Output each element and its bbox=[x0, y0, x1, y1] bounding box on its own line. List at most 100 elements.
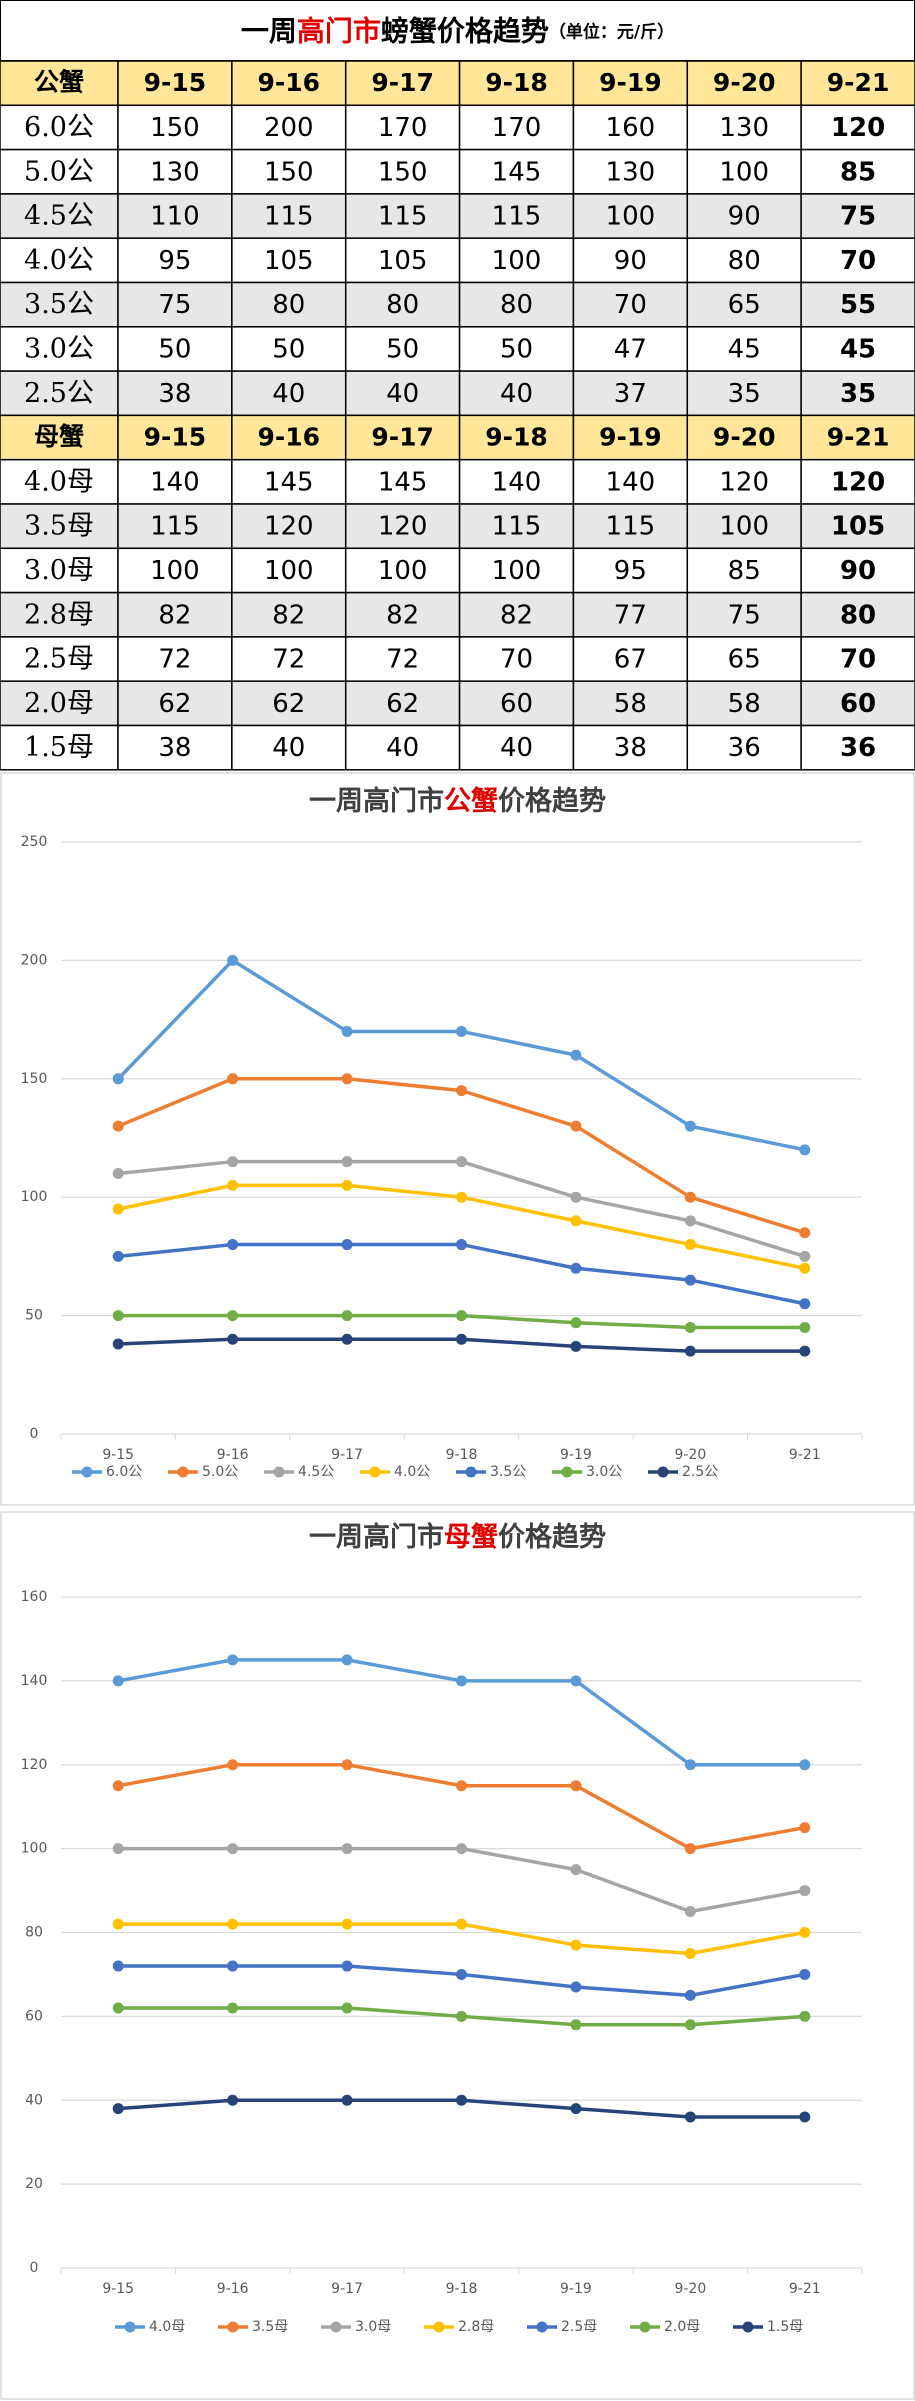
data-point bbox=[799, 1250, 811, 1262]
legend-label: 4.0公 bbox=[394, 1464, 430, 1480]
cell-text: 200 bbox=[264, 113, 314, 143]
cell-bg bbox=[117, 547, 233, 594]
data-point bbox=[799, 1298, 811, 1310]
data-point bbox=[799, 1345, 811, 1357]
cell-bg bbox=[231, 326, 347, 372]
x-tick-label: 9-20 bbox=[674, 2281, 706, 2297]
header-text: 9-15 bbox=[144, 423, 207, 452]
cell-bg bbox=[117, 636, 233, 682]
cell-bg bbox=[572, 547, 689, 594]
cell-text: 40 bbox=[272, 733, 305, 763]
cell-bg bbox=[117, 724, 233, 771]
cell-bg bbox=[231, 724, 347, 771]
cell-text: 75 bbox=[158, 290, 191, 320]
cell-text: 145 bbox=[264, 467, 314, 497]
cell-text: 105 bbox=[378, 246, 428, 276]
cell-bg bbox=[344, 370, 461, 417]
data-point bbox=[227, 954, 239, 966]
cell-text: 115 bbox=[492, 202, 542, 232]
cell-bg bbox=[572, 636, 689, 682]
data-point bbox=[227, 1156, 239, 1168]
data-point bbox=[570, 1981, 582, 1993]
data-point bbox=[799, 2111, 811, 2123]
cell-bg bbox=[231, 680, 347, 727]
cell-bg bbox=[231, 591, 347, 638]
cell-text: 72 bbox=[158, 645, 191, 675]
row-label: 4.5公 bbox=[24, 201, 94, 232]
cell-bg bbox=[800, 148, 915, 195]
data-point bbox=[684, 1759, 696, 1771]
data-point bbox=[227, 1843, 239, 1855]
y-tick-label: 20 bbox=[25, 2176, 43, 2192]
cell-text: 70 bbox=[840, 246, 876, 276]
cell-text: 100 bbox=[492, 556, 542, 586]
data-point bbox=[570, 1340, 582, 1352]
cell-bg bbox=[117, 591, 233, 638]
cell-text: 40 bbox=[272, 379, 305, 409]
data-point bbox=[112, 2002, 124, 2014]
row-label: 3.0公 bbox=[24, 333, 94, 364]
cell-text: 100 bbox=[719, 157, 769, 187]
data-point bbox=[227, 1239, 239, 1251]
header-cell bbox=[231, 60, 347, 107]
header-cell bbox=[686, 414, 802, 461]
header-cell bbox=[686, 60, 802, 107]
header-text: 母蟹 bbox=[34, 422, 84, 451]
title-part: 一周高门市 bbox=[309, 785, 444, 817]
cell-text: 95 bbox=[614, 556, 647, 586]
legend-marker bbox=[227, 2321, 239, 2333]
data-point bbox=[341, 1843, 353, 1855]
x-tick-label: 9-17 bbox=[331, 1447, 363, 1463]
cell-text: 82 bbox=[386, 600, 419, 630]
data-point bbox=[799, 1262, 811, 1274]
cell-bg bbox=[686, 370, 802, 417]
cell-bg bbox=[117, 148, 233, 195]
cell-text: 100 bbox=[264, 556, 314, 586]
cell-text: 110 bbox=[150, 202, 200, 232]
y-tick-label: 40 bbox=[25, 2092, 43, 2108]
data-point bbox=[570, 1262, 582, 1274]
header-text: 公蟹 bbox=[34, 68, 84, 97]
cell-bg bbox=[458, 370, 575, 417]
cell-text: 50 bbox=[500, 334, 533, 364]
cell-text: 70 bbox=[500, 645, 533, 675]
cell-text: 140 bbox=[492, 467, 542, 497]
cell-bg bbox=[458, 680, 575, 727]
data-point bbox=[570, 2019, 582, 2031]
x-tick-label: 9-19 bbox=[560, 1447, 592, 1463]
title-part: 价格趋势 bbox=[498, 1522, 606, 1553]
cell-text: 47 bbox=[614, 334, 647, 364]
cell-bg bbox=[0, 104, 119, 151]
cell-text: 80 bbox=[500, 290, 533, 320]
cell-bg bbox=[231, 104, 347, 151]
data-point bbox=[112, 2103, 124, 2115]
cell-bg bbox=[800, 193, 915, 239]
data-point bbox=[684, 1239, 696, 1251]
data-point bbox=[341, 1073, 353, 1085]
row-label: 2.5公 bbox=[24, 378, 94, 409]
cell-text: 120 bbox=[264, 512, 314, 542]
data-point bbox=[341, 1310, 353, 1322]
cell-text: 77 bbox=[614, 600, 647, 630]
legend-marker bbox=[330, 2321, 342, 2333]
row-label: 1.5母 bbox=[24, 732, 94, 763]
cell-text: 170 bbox=[378, 113, 428, 143]
cell-text: 82 bbox=[158, 600, 191, 630]
cell-text: 80 bbox=[272, 290, 305, 320]
data-point bbox=[456, 1156, 467, 1168]
data-point bbox=[341, 1333, 353, 1345]
cell-text: 130 bbox=[606, 157, 656, 187]
data-point bbox=[684, 1989, 696, 2001]
cell-text: 38 bbox=[158, 379, 191, 409]
cell-text: 160 bbox=[606, 113, 656, 143]
data-point bbox=[112, 1675, 124, 1687]
legend-marker bbox=[433, 2321, 445, 2333]
cell-text: 50 bbox=[386, 334, 419, 364]
data-point bbox=[456, 1780, 467, 1792]
header-cell bbox=[800, 60, 915, 107]
cell-text: 90 bbox=[728, 202, 761, 232]
cell-bg bbox=[0, 724, 119, 771]
data-point bbox=[456, 1675, 467, 1687]
header-cell bbox=[344, 414, 461, 461]
cell-text: 145 bbox=[378, 467, 428, 497]
